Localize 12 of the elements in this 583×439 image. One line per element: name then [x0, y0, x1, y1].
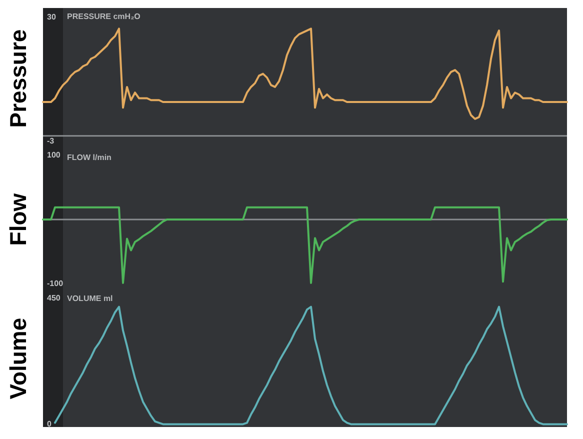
text: FLOW l/min	[67, 153, 112, 162]
y-tick-label: -3	[47, 136, 55, 146]
y-tick-label: 0	[47, 419, 52, 428]
y-tick-label: 30	[47, 12, 56, 22]
y-tick-label: -100	[47, 278, 64, 288]
y-axis-title: Volume	[5, 318, 32, 400]
y-axis-title: Pressure	[5, 29, 32, 128]
y-axis-title: Flow	[5, 193, 32, 246]
text: VOLUME ml	[67, 294, 113, 304]
y-tick-label: 100	[47, 150, 61, 160]
y-tick-label: 450	[47, 294, 61, 303]
text: PRESSURE cmH₂O	[67, 12, 140, 22]
